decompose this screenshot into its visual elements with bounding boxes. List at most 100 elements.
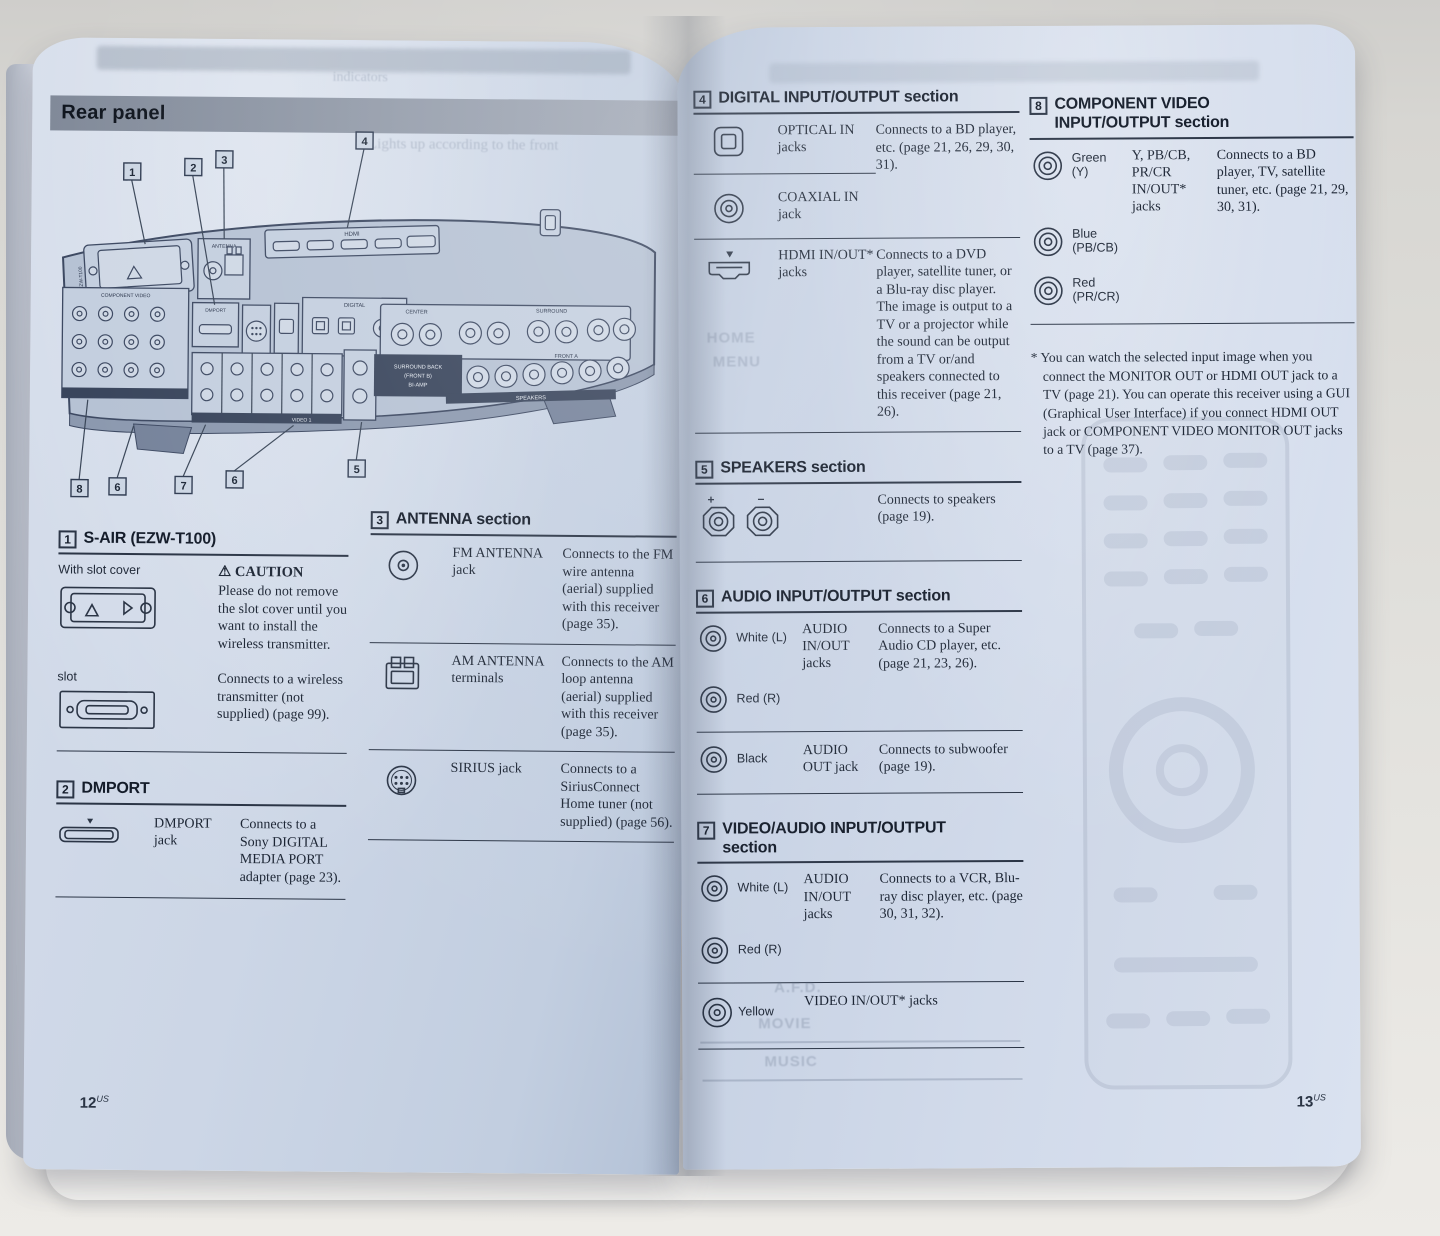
jack-description: Connects to a VCR, Blu-ray disc player, …: [879, 871, 1023, 923]
s-air-row-slot: slot Connects to a wireless transmitter …: [56, 661, 348, 754]
section-speakers-header: 5 SPEAKERS section: [695, 457, 1022, 485]
section-digital-io: 4 DIGITAL INPUT/OUTPUT section OPTICAL I…: [693, 87, 1022, 434]
jack-color-label: Red (R): [737, 941, 782, 957]
audio-row-in-out: White (L) AUDIO IN/OUT jacks Connects to…: [696, 611, 1023, 733]
svg-text:CENTER: CENTER: [405, 309, 427, 315]
svg-text:6: 6: [114, 482, 120, 494]
rca-yellow-jack-icon: [698, 993, 738, 1036]
ghost-remote-bleedthrough: [1081, 416, 1293, 1090]
page-number: 12US: [79, 1093, 109, 1112]
caution-text: Please do not remove the slot cover unti…: [217, 583, 348, 653]
figure-label: slot: [57, 669, 77, 684]
right-column-2: 8 COMPONENT VIDEO INPUT/OUTPUT section G…: [1029, 94, 1355, 460]
svg-text:BI-AMP: BI-AMP: [408, 382, 427, 388]
dmport-row: DMPORT jack Connects to a Sony DIGITAL M…: [55, 804, 347, 900]
right-page: 4 DIGITAL INPUT/OUTPUT section OPTICAL I…: [677, 24, 1361, 1170]
divider: [693, 172, 876, 175]
left-column-s-air: 1 S-AIR (EZW-T100) With slot cover: [55, 529, 349, 924]
section-digital-header: 4 DIGITAL INPUT/OUTPUT section: [693, 87, 1020, 115]
jack-description: Connects to subwoofer (page 19).: [878, 741, 1008, 775]
warning-icon: ⚠: [218, 563, 232, 580]
jack-name: SIRIUS jack: [450, 760, 522, 777]
jack-name: AUDIO IN/OUT jacks: [802, 621, 850, 671]
section-title: ANTENNA section: [395, 510, 531, 529]
section-number: 7: [697, 821, 716, 840]
jack-description: Connects to a BD player, etc. (page 21, …: [875, 122, 1017, 173]
jack-color-label: Red (R): [736, 690, 781, 706]
jack-name: COAXIAL IN jack: [777, 189, 859, 222]
figure-label: With slot cover: [58, 562, 141, 578]
jack-description: Connects to a BD player, TV, satellite t…: [1216, 147, 1349, 216]
jack-name: Y, PB/CB, PR/CR IN/OUT* jacks: [1131, 147, 1191, 215]
antenna-row-fm: FM ANTENNA jack Connects to the FM wire …: [369, 535, 677, 646]
jack-description: Connects to the FM wire antenna (aerial)…: [561, 546, 674, 633]
bleedthrough-text: MUSIC: [764, 1053, 818, 1071]
component-rows: Green (Y) Y, PB/CB, PR/CR IN/OUT* jacks C…: [1029, 137, 1355, 325]
antenna-row-sirius: SIRIUS jack Connects to a SiriusConnect …: [367, 750, 675, 843]
section-number: 6: [695, 589, 715, 608]
rca-red-jack-icon: [1030, 273, 1072, 314]
jack-name: AM ANTENNA terminals: [451, 653, 544, 686]
svg-text:SURROUND BACK: SURROUND BACK: [394, 364, 443, 370]
svg-text:SPEAKERS: SPEAKERS: [516, 395, 547, 402]
jack-description: Connects to speakers (page 19).: [877, 491, 996, 525]
jack-color-label: White (L): [736, 629, 787, 644]
section-video-audio-header: 7 VIDEO/AUDIO INPUT/OUTPUT section: [697, 818, 1024, 865]
hdmi-jack-icon: [694, 247, 779, 422]
left-page: compression is activated Lights up accor…: [23, 37, 689, 1175]
video-audio-row-audio: White (L) AUDIO IN/OUT jacks Connects to…: [697, 862, 1025, 984]
jack-description: Connects to a Sony DIGITAL MEDIA PORT ad…: [239, 816, 342, 886]
sirius-jack-icon: [368, 759, 445, 830]
svg-text:DMPORT: DMPORT: [205, 308, 226, 314]
svg-text:2: 2: [190, 163, 196, 175]
hdmi-row: HDMI IN/OUT* jacks Connects to a DVD pla…: [694, 236, 1022, 434]
svg-text:SURROUND: SURROUND: [536, 309, 567, 315]
jack-color-label: Green (Y): [1071, 150, 1107, 179]
rca-red-jack-icon: [696, 682, 736, 721]
section-dmport: 2 DMPORT DMPORT jack Connects to a Sony …: [55, 779, 347, 900]
dmport-jack-icon: [56, 814, 149, 885]
svg-text:−: −: [757, 492, 764, 506]
jack-description: Connects to the AM loop antenna (aerial)…: [560, 654, 674, 740]
rear-panel-diagram: EZW-T100 ANTENNA HDMI COMPONENT VIDEO: [61, 131, 657, 498]
section-s-air: 1 S-AIR (EZW-T100) With slot cover: [56, 529, 349, 754]
rca-red-jack-icon: [698, 933, 738, 972]
section-dmport-header: 2 DMPORT: [56, 779, 347, 807]
jack-description: Connects to a SiriusConnect Home tuner (…: [560, 761, 673, 831]
fm-antenna-jack-icon: [370, 544, 447, 632]
svg-text:DIGITAL: DIGITAL: [344, 303, 365, 309]
section-title: DIGITAL INPUT/OUTPUT section: [718, 88, 959, 107]
jack-name: DMPORT jack: [153, 816, 212, 849]
section-audio-io: 6 AUDIO INPUT/OUTPUT section White (L) A…: [695, 586, 1024, 795]
footnote: * You can watch the selected input image…: [1030, 348, 1351, 458]
jack-name: AUDIO OUT jack: [802, 742, 859, 775]
jack-name: FM ANTENNA jack: [452, 545, 543, 579]
svg-text:8: 8: [76, 484, 82, 496]
speaker-terminals-icon: + −: [695, 491, 877, 549]
bleedthrough-text: MENU: [712, 353, 761, 371]
video-audio-row-video: Yellow VIDEO IN/OUT* jacks: [698, 981, 1025, 1050]
antenna-row-am: AM ANTENNA terminals Connects to the AM …: [368, 642, 676, 753]
jack-color-label: White (L): [737, 880, 789, 895]
section-antenna: 3 ANTENNA section FM ANTENNA jack Connec…: [367, 510, 677, 843]
section-speakers: 5 SPEAKERS section + − Con: [695, 457, 1022, 563]
section-title: DMPORT: [81, 779, 150, 798]
page-number: 13US: [1296, 1092, 1326, 1111]
section-s-air-header: 1 S-AIR (EZW-T100): [58, 529, 349, 557]
rca-white-jack-icon: [696, 621, 736, 660]
svg-text:(FRONT B): (FRONT B): [404, 373, 432, 379]
svg-text:ANTENNA: ANTENNA: [212, 244, 237, 250]
rca-green-jack-icon: [1030, 147, 1072, 188]
section-component-video: 8 COMPONENT VIDEO INPUT/OUTPUT section G…: [1029, 94, 1355, 325]
section-title: AUDIO INPUT/OUTPUT section: [720, 586, 951, 606]
section-number: 5: [695, 460, 714, 479]
section-number: 8: [1029, 96, 1048, 115]
jack-description: Connects to a wireless transmitter (not …: [216, 671, 344, 723]
am-antenna-terminals-icon: [369, 652, 446, 740]
rca-blue-jack-icon: [1030, 224, 1072, 265]
audio-row-out: Black AUDIO OUT jack Connects to subwoof…: [696, 730, 1024, 795]
section-title: VIDEO/AUDIO INPUT/OUTPUT section: [722, 819, 946, 857]
bleedthrough-band: [769, 60, 1260, 84]
svg-text:HDMI: HDMI: [344, 232, 360, 238]
